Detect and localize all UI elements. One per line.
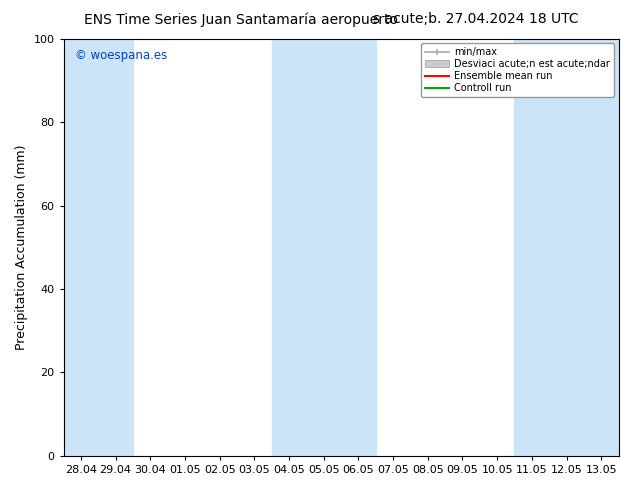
Text: s acute;b. 27.04.2024 18 UTC: s acute;b. 27.04.2024 18 UTC: [373, 12, 578, 26]
Bar: [272, 39, 376, 456]
Text: © woespana.es: © woespana.es: [75, 49, 167, 62]
Bar: [63, 39, 133, 456]
Y-axis label: Precipitation Accumulation (mm): Precipitation Accumulation (mm): [15, 145, 28, 350]
Bar: [514, 39, 619, 456]
Text: ENS Time Series Juan Santamaría aeropuerto: ENS Time Series Juan Santamaría aeropuer…: [84, 12, 398, 27]
Legend: min/max, Desviaci acute;n est acute;ndar, Ensemble mean run, Controll run: min/max, Desviaci acute;n est acute;ndar…: [421, 44, 614, 97]
